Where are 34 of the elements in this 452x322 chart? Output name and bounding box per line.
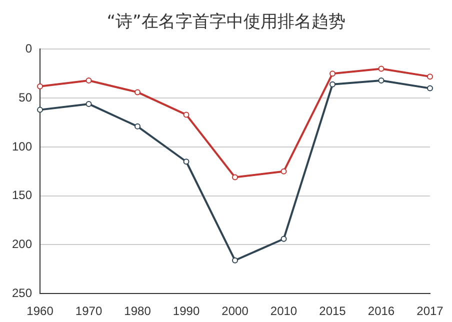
point [427, 85, 433, 92]
x-tick-label: 2000 [222, 304, 249, 318]
point [183, 112, 190, 118]
point [378, 66, 384, 72]
x-tick-label: 2010 [270, 304, 298, 318]
point [427, 74, 433, 80]
point [134, 123, 141, 130]
y-tick-label: 0 [25, 42, 32, 56]
point [280, 236, 287, 242]
y-tick-label: 150 [12, 188, 32, 202]
point [86, 100, 92, 107]
x-tick-label: 2015 [319, 304, 346, 318]
y-tick-label: 100 [12, 139, 32, 154]
y-tick-label: 250 [12, 286, 32, 300]
point [183, 158, 190, 165]
point [378, 77, 384, 84]
point [232, 257, 238, 264]
point [37, 83, 44, 90]
x-tick-label: 2016 [368, 304, 395, 318]
x-tick-label: 1960 [26, 304, 54, 318]
y-tick-label: 50 [18, 90, 32, 104]
y-tick-label: 200 [12, 237, 32, 252]
point [330, 70, 336, 77]
point [280, 168, 287, 174]
x-tick-label: 1980 [124, 304, 152, 318]
point [86, 77, 92, 84]
chart-title: “诗”在名字首字中使用排名趋势 [106, 11, 346, 33]
point [330, 81, 336, 88]
x-tick-label: 2017 [416, 304, 444, 318]
point [37, 106, 44, 113]
point [134, 89, 141, 96]
x-tick-label: 1990 [172, 304, 200, 318]
x-tick-label: 1970 [75, 304, 102, 318]
point [232, 174, 238, 180]
